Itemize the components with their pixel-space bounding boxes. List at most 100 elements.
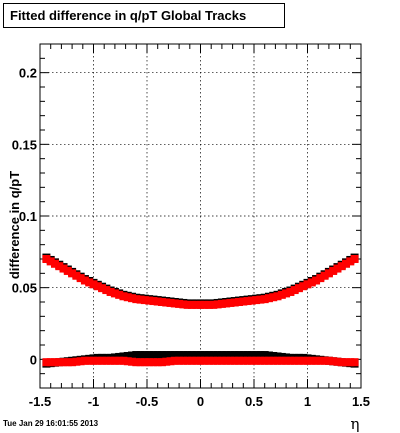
- data-point-fill: [252, 356, 261, 365]
- data-point: [119, 356, 128, 365]
- data-point: [68, 358, 77, 367]
- data-point-fill: [264, 356, 273, 365]
- data-point: [222, 299, 231, 308]
- data-point-fill: [179, 300, 188, 309]
- data-point-fill: [290, 286, 299, 295]
- data-point-fill: [264, 294, 273, 303]
- data-point-fill: [115, 356, 124, 365]
- y-tick-label: 0.05: [12, 281, 37, 296]
- grid-lines: [40, 44, 361, 388]
- data-point-fill: [226, 356, 235, 365]
- data-point-fill: [59, 264, 68, 273]
- data-point: [170, 351, 179, 360]
- data-point-fill: [50, 259, 59, 268]
- data-point-fill: [230, 351, 239, 360]
- data-point-fill: [102, 286, 111, 295]
- data-point-fill: [239, 297, 248, 306]
- data-point: [93, 282, 102, 291]
- data-point-fill: [329, 266, 338, 275]
- data-point: [299, 356, 308, 365]
- data-point: [170, 356, 179, 365]
- x-tick-label: -1: [88, 394, 100, 409]
- data-point-fill: [46, 358, 55, 367]
- data-point: [235, 298, 244, 306]
- data-point-fill: [162, 298, 171, 307]
- data-point: [196, 356, 205, 365]
- data-point-fill: [187, 356, 196, 365]
- data-point: [106, 356, 115, 365]
- data-point-fill: [192, 356, 201, 365]
- data-point-fill: [226, 298, 235, 307]
- data-point: [286, 287, 295, 296]
- data-point-fill: [303, 280, 312, 289]
- data-point-fill: [140, 358, 149, 367]
- data-point: [119, 352, 128, 361]
- data-point: [132, 295, 141, 304]
- data-point: [273, 292, 282, 301]
- x-tick-label: 1: [304, 394, 311, 409]
- data-point-fill: [98, 356, 107, 365]
- data-point-fill: [243, 356, 252, 365]
- data-point-fill: [162, 357, 171, 366]
- data-point-fill: [307, 278, 316, 287]
- data-point: [119, 292, 128, 301]
- data-point: [260, 295, 269, 304]
- data-point: [247, 356, 256, 365]
- data-point: [247, 351, 256, 360]
- y-tick-label: 0: [30, 352, 37, 367]
- data-point-fill: [333, 357, 342, 366]
- data-point: [209, 356, 218, 365]
- data-point-fill: [243, 351, 252, 360]
- data-point-fill: [166, 298, 175, 307]
- data-point: [132, 351, 141, 360]
- data-point-fill: [175, 356, 184, 365]
- data-point-fill: [213, 351, 222, 360]
- data-point-fill: [89, 280, 98, 289]
- data-point: [324, 269, 333, 278]
- data-point-fill: [277, 356, 286, 365]
- data-point: [273, 356, 282, 365]
- data-point-fill: [200, 300, 209, 309]
- data-point-fill: [153, 297, 162, 306]
- data-point-fill: [110, 289, 119, 298]
- data-point-fill: [110, 356, 119, 365]
- data-point-fill: [256, 351, 265, 360]
- data-point-fill: [294, 284, 303, 293]
- data-point-fill: [187, 300, 196, 309]
- data-point-fill: [320, 356, 329, 365]
- data-point-fill: [102, 356, 111, 365]
- data-point-fill: [63, 358, 72, 367]
- x-tick-label: 1.5: [352, 394, 370, 409]
- data-point-fill: [46, 257, 55, 266]
- y-axis-label: difference in q/pT: [7, 171, 22, 279]
- data-point-fill: [192, 300, 201, 309]
- data-point-fill: [136, 295, 145, 304]
- data-point: [42, 358, 51, 367]
- data-point: [286, 356, 295, 365]
- data-point: [183, 356, 192, 365]
- data-point: [337, 358, 346, 367]
- y-tick-label: 0.15: [12, 137, 37, 152]
- data-point-fill: [346, 358, 355, 367]
- data-point-fill: [115, 290, 124, 299]
- data-point: [222, 356, 231, 365]
- data-point-fill: [269, 356, 278, 365]
- data-point-fill: [269, 293, 278, 302]
- data-point-fill: [290, 356, 299, 365]
- data-point-fill: [252, 296, 261, 305]
- data-point: [80, 356, 89, 365]
- data-point: [235, 351, 244, 360]
- data-point-fill: [226, 351, 235, 360]
- data-point-fill: [179, 351, 188, 360]
- data-point: [299, 282, 308, 291]
- data-point-fill: [85, 356, 94, 365]
- data-point: [145, 351, 154, 360]
- data-point-fill: [140, 351, 149, 360]
- data-point-fill: [282, 356, 291, 365]
- chart-title: Fitted difference in q/pT Global Tracks: [10, 8, 247, 23]
- data-point: [260, 351, 269, 360]
- data-point: [350, 358, 359, 367]
- data-point-fill: [217, 356, 226, 365]
- data-point: [222, 351, 231, 360]
- data-point: [337, 262, 346, 271]
